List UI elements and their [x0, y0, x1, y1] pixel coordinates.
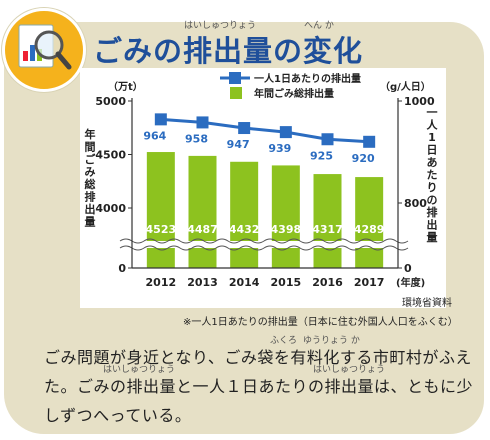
- ruby-haishutsu-1: はいしゅつりょう: [103, 365, 176, 375]
- left-tick-label-4500: 4500: [95, 149, 126, 162]
- left-tick-label-0: 0: [118, 262, 126, 275]
- line-value-label-2013: 958: [185, 132, 208, 145]
- bar-value-label-2012: 4523: [146, 223, 177, 236]
- footnote: ※一人1日あたりの排出量（日本に住む外国人人口をふくむ）: [183, 317, 458, 328]
- line-value-label-2016: 925: [310, 149, 333, 162]
- body-line-3: しずつへっている。: [44, 406, 192, 425]
- axis-break-band: [120, 241, 410, 248]
- right-axis-title: 一人 1 日あたりの排出量: [427, 106, 439, 244]
- bar-2016: [313, 174, 342, 268]
- bar-2015: [271, 165, 300, 268]
- bar-2017: [355, 177, 384, 268]
- bar-value-label-2016: 4317: [312, 223, 343, 236]
- ruby-haishutsu-2: はいしゅつりょう: [313, 365, 386, 375]
- axis-break-line-top: [119, 238, 409, 244]
- line-value-label-2014: 947: [227, 138, 250, 151]
- bar-value-label-2015: 4398: [271, 223, 302, 236]
- left-axis-title: 年間ごみ総排出量: [85, 127, 97, 229]
- right-tick-label-800: 800: [404, 197, 427, 210]
- ruby-yuuryouka: ゆうりょう か: [303, 336, 360, 346]
- line-value-label-2015: 939: [268, 142, 291, 155]
- line-marker-2017: [363, 135, 376, 148]
- x-tick-label-2015: 2015: [271, 276, 302, 289]
- axis-break-line-bottom: [119, 245, 409, 251]
- right-axis-unit: （g/人日）: [380, 80, 431, 93]
- chart-magnifier-icon: [2, 8, 86, 92]
- ruby-fukuro: ふくろ: [270, 336, 298, 346]
- left-tick-label-5000: 5000: [95, 95, 126, 108]
- chart-svg: 4523 2012 4487 2013 4432 2014 4398 2015 4317 2016…: [85, 72, 439, 289]
- legend-line-marker: [229, 72, 241, 84]
- line-series-per-person: [160, 117, 370, 144]
- bar-2014: [230, 161, 259, 268]
- legend-bar-swatch: [230, 87, 242, 99]
- x-tick-label-2017: 2017: [354, 276, 385, 289]
- x-tick-label-2016: 2016: [312, 276, 343, 289]
- line-marker-2015: [279, 126, 292, 139]
- legend-line-label: 一人1日あたりの排出量: [254, 72, 361, 85]
- legend-bar-label: 年間ごみ総排出量: [254, 87, 334, 100]
- body-line-2: た。ごみの排出量と一人１日あたりの排出量は、ともに少: [44, 377, 474, 396]
- right-tick-label-1000: 1000: [404, 95, 435, 108]
- line-marker-2014: [238, 122, 251, 135]
- bar-2012: [146, 152, 175, 268]
- left-tick-label-4000: 4000: [95, 202, 126, 215]
- right-tick-label-0: 0: [404, 262, 412, 275]
- bar-value-label-2014: 4432: [229, 223, 260, 236]
- body-line-1: ごみ問題が身近となり、ごみ袋を有料化する市町村がふえ: [44, 348, 472, 367]
- line-marker-2013: [196, 116, 209, 129]
- x-tick-label-2014: 2014: [229, 276, 260, 289]
- bar-value-label-2017: 4289: [354, 223, 385, 236]
- source-note: 環境省資料: [402, 298, 452, 309]
- bar-2013: [188, 155, 217, 268]
- left-axis-unit: （万t）: [108, 80, 143, 93]
- line-marker-2012: [154, 113, 167, 126]
- title-ruby-haishutsuryou: はいしゅつりょう: [184, 21, 257, 31]
- line-value-label-2017: 920: [352, 152, 375, 165]
- chart-title: ごみの排出量の変化: [93, 34, 364, 68]
- line-marker-2016: [321, 133, 334, 146]
- x-tick-label-2012: 2012: [146, 276, 177, 289]
- bar-value-label-2013: 4487: [187, 223, 218, 236]
- title-ruby-henka: へん か: [304, 21, 334, 31]
- x-tick-label-2013: 2013: [187, 276, 218, 289]
- chart-area: 4523 2012 4487 2013 4432 2014 4398 2015 4317 2016…: [80, 68, 446, 308]
- line-value-label-2012: 964: [143, 129, 166, 142]
- x-axis-unit: (年度): [396, 276, 425, 289]
